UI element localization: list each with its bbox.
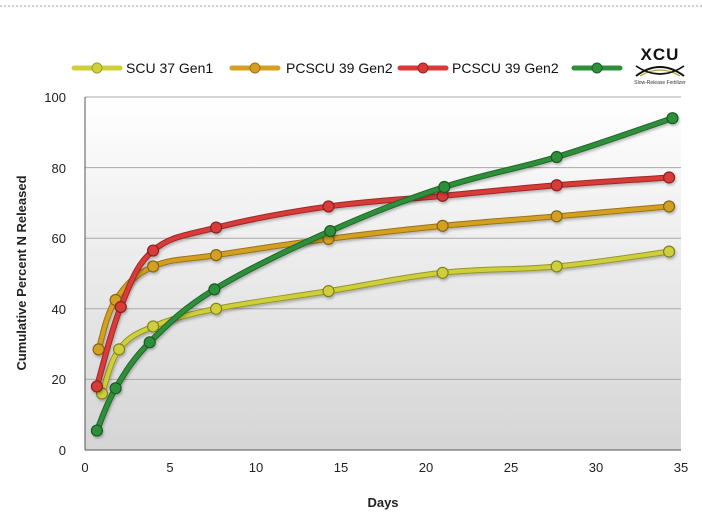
data-point: [208, 283, 221, 296]
y-tick-label: 60: [52, 231, 66, 246]
xcu-logo-swoosh-lower: [635, 65, 685, 75]
data-point: [436, 219, 449, 232]
data-point: [114, 300, 127, 314]
x-tick-label: 30: [589, 460, 603, 475]
data-point: [210, 249, 223, 262]
data-point: [550, 260, 563, 273]
x-tick-label: 0: [81, 460, 88, 475]
data-point: [92, 343, 105, 356]
data-point: [322, 200, 335, 213]
data-point: [550, 210, 563, 223]
data-point: [147, 260, 160, 273]
x-tick-label: 25: [504, 460, 518, 475]
legend-label: PCSCU 39 Gen2: [286, 60, 393, 76]
data-point: [147, 244, 160, 257]
data-point: [147, 320, 160, 333]
series-4: [90, 112, 679, 437]
x-ticks: 0 5 10 15 20 25 30 35: [81, 460, 688, 475]
y-tick-label: 100: [44, 90, 66, 105]
xcu-logo-tagline: Slow-Release Fertilizer: [634, 80, 686, 86]
data-point: [550, 179, 563, 192]
x-tick-label: 35: [674, 460, 688, 475]
x-tick-label: 15: [334, 460, 348, 475]
xcu-logo-swoosh: [635, 66, 685, 77]
data-point: [210, 302, 223, 315]
series-1: [95, 245, 676, 400]
legend-item-pcscu39-gold: PCSCU 39 Gen2: [229, 60, 393, 76]
data-point: [662, 171, 676, 184]
y-tick-label: 0: [59, 443, 66, 458]
legend-marker: [417, 62, 429, 74]
y-ticks: 0 20 40 60 80 100: [44, 90, 66, 458]
data-point: [662, 200, 676, 213]
xcu-logo-wordmark: XCU: [641, 45, 680, 64]
data-point: [90, 380, 104, 393]
series-3: [90, 171, 676, 393]
data-point: [436, 266, 449, 279]
series-layer: [90, 112, 679, 437]
data-point: [322, 285, 335, 298]
x-tick-label: 10: [249, 460, 263, 475]
data-point: [662, 245, 676, 258]
plot-area: [85, 97, 681, 450]
xcu-logo-swoosh-accent: [639, 69, 681, 77]
data-point: [112, 343, 126, 356]
xcu-logo: XCU Slow-Release Fertilizer: [634, 45, 686, 86]
data-point: [143, 336, 156, 349]
data-point: [438, 180, 451, 194]
x-tick-label: 5: [166, 460, 173, 475]
legend-marker: [249, 62, 261, 74]
y-tick-label: 80: [52, 161, 66, 176]
legend-label: SCU 37 Gen1: [126, 60, 213, 76]
top-dotted-rule: [0, 5, 702, 7]
data-point: [324, 225, 337, 238]
y-tick-label: 20: [52, 372, 66, 387]
legend-marker: [91, 62, 103, 74]
data-point: [90, 424, 104, 437]
data-point: [666, 112, 679, 125]
legend: SCU 37 Gen1 PCSCU 39 Gen2 PCSCU 39 Gen2 …: [71, 45, 686, 86]
y-tick-label: 40: [52, 302, 66, 317]
legend-label: PCSCU 39 Gen2: [452, 60, 559, 76]
legend-item-xcu: XCU Slow-Release Fertilizer: [571, 45, 686, 86]
data-point: [550, 150, 563, 164]
data-point: [210, 221, 223, 234]
x-axis-title: Days: [367, 495, 398, 510]
legend-item-pcscu39-red: PCSCU 39 Gen2: [397, 60, 559, 76]
legend-item-scu37: SCU 37 Gen1: [71, 60, 213, 76]
legend-marker: [591, 62, 603, 74]
x-tick-label: 20: [419, 460, 433, 475]
data-point: [109, 382, 122, 395]
y-axis-title: Cumulative Percent N Released: [14, 175, 29, 370]
